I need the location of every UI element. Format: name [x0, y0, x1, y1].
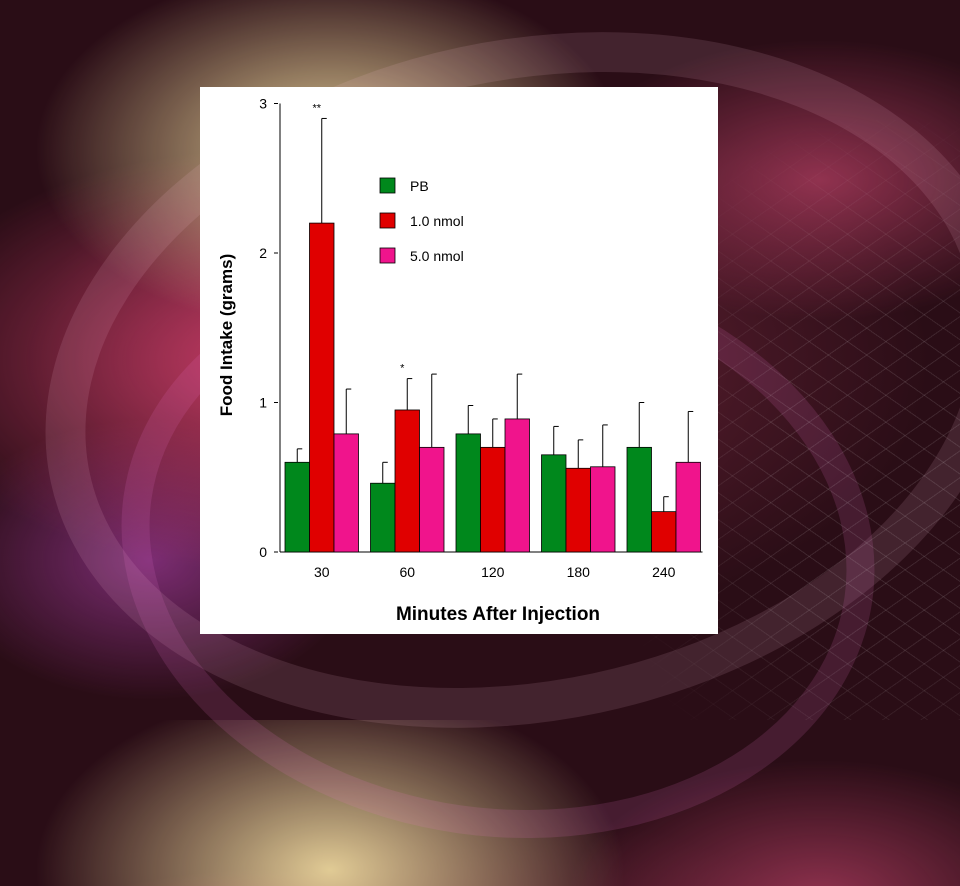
y-tick-label: 1: [259, 395, 267, 411]
bar-pb: [455, 433, 481, 553]
legend-swatch: [379, 247, 396, 264]
bar-1-0-nmol: [394, 409, 420, 553]
legend-swatch: [379, 177, 396, 194]
x-tick-label: 30: [314, 564, 330, 580]
x-tick-label: 180: [567, 564, 591, 580]
y-axis-label: Food Intake (grams): [217, 254, 236, 416]
bar-1-0-nmol: [651, 511, 677, 553]
bar-pb: [370, 482, 396, 553]
bar-5-0-nmol: [504, 418, 530, 553]
x-tick-label: 60: [399, 564, 415, 580]
bar-5-0-nmol: [590, 466, 616, 553]
y-tick-label: 0: [259, 544, 267, 560]
bar-1-0-nmol: [480, 446, 506, 553]
bar-5-0-nmol: [419, 446, 445, 553]
legend-label: 5.0 nmol: [410, 248, 464, 264]
bar-1-0-nmol: [309, 222, 335, 553]
significance-annotation: *: [400, 363, 405, 375]
bar-pb: [284, 461, 310, 553]
bar-5-0-nmol: [675, 461, 701, 553]
y-tick-label: 2: [259, 245, 267, 261]
x-tick-label: 240: [652, 564, 676, 580]
bar-5-0-nmol: [333, 433, 359, 553]
bar-1-0-nmol: [565, 467, 591, 553]
legend-label: PB: [410, 178, 429, 194]
x-axis-label: Minutes After Injection: [396, 604, 600, 625]
legend-swatch: [379, 212, 396, 229]
bar-pb: [626, 446, 652, 553]
chart-panel: 0 1 2 3 30 60 120 180 240 ** * PB 1.0 nmol 5.0 nmol F…: [200, 87, 718, 634]
y-tick-label: 3: [259, 96, 267, 112]
bar-pb: [541, 454, 567, 553]
legend-label: 1.0 nmol: [410, 213, 464, 229]
x-tick-label: 120: [481, 564, 505, 580]
significance-annotation: **: [312, 102, 321, 114]
